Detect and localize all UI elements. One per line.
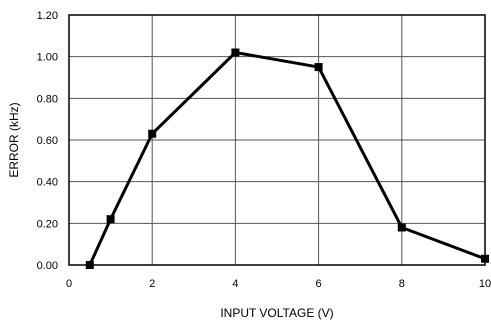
y-tick-label: 0.60	[37, 135, 58, 147]
series-line	[88, 51, 486, 266]
data-point-marker	[85, 261, 94, 269]
data-point-marker	[314, 63, 323, 72]
x-axis-ticks: 0 2 4 6 8 10	[66, 278, 491, 290]
x-axis-label: INPUT VOLTAGE (V)	[220, 306, 333, 320]
grid	[69, 15, 485, 265]
y-tick-label: 0.20	[37, 218, 58, 230]
y-tick-label: 1.20	[37, 10, 58, 22]
y-tick-label: 0.40	[37, 177, 58, 189]
x-tick-label: 2	[149, 278, 155, 290]
plot-frame	[68, 14, 486, 266]
data-point-marker	[148, 129, 157, 138]
data-point-marker	[106, 215, 115, 224]
y-tick-label: 1.00	[37, 52, 58, 64]
x-tick-label: 10	[479, 278, 491, 290]
x-tick-label: 0	[66, 278, 72, 290]
y-tick-label: 0.00	[37, 260, 58, 272]
data-point-marker	[231, 48, 240, 57]
y-tick-label: 0.80	[37, 93, 58, 105]
x-tick-label: 4	[232, 278, 238, 290]
x-tick-label: 8	[399, 278, 405, 290]
y-axis-label: ERROR (kHz)	[7, 102, 21, 177]
x-tick-label: 6	[316, 278, 322, 290]
series-group	[85, 48, 489, 269]
y-axis-ticks: 0.00 0.20 0.40 0.60 0.80 1.00 1.20	[37, 10, 58, 272]
data-point-marker	[397, 223, 406, 232]
data-point-marker	[481, 254, 489, 263]
